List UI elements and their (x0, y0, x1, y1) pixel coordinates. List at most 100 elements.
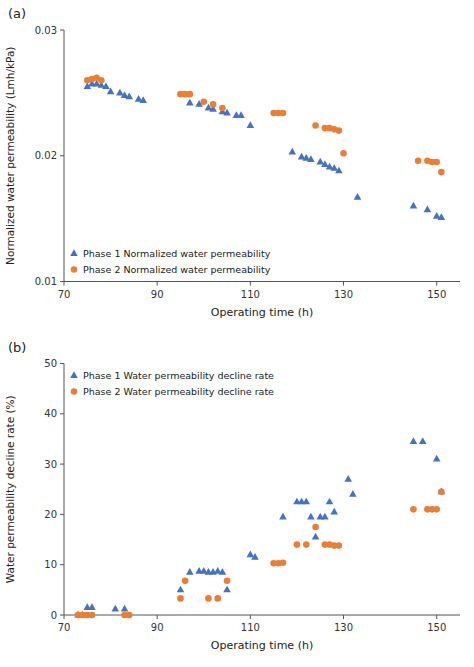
panel-label: (a) (8, 6, 26, 21)
panel: (b)709011013015001020304050Operating tim… (4, 340, 460, 653)
point (326, 498, 334, 505)
point (177, 586, 185, 593)
point (419, 437, 427, 444)
point (219, 105, 226, 112)
y-axis-line (64, 364, 65, 616)
point (182, 577, 189, 584)
point (410, 202, 418, 209)
x-tick (343, 282, 344, 286)
y-tick (60, 464, 64, 465)
point (177, 595, 184, 602)
y-axis-label: Water permeability decline rate (%) (4, 395, 16, 583)
x-tick (343, 615, 344, 619)
point (340, 150, 347, 157)
legend-marker (71, 388, 78, 395)
legend-marker (70, 371, 78, 378)
plot-area (84, 74, 446, 219)
x-tick-label: 70 (58, 622, 71, 633)
point (214, 595, 221, 602)
y-tick-label: 30 (44, 459, 57, 470)
legend-marker (70, 249, 78, 256)
x-tick-label: 110 (241, 622, 260, 633)
x-tick-label: 70 (58, 289, 71, 300)
y-tick-label: 50 (44, 358, 57, 369)
x-tick (157, 615, 158, 619)
point (302, 498, 310, 505)
legend-label: Phase 1 Normalized water permeability (83, 248, 271, 259)
point (88, 603, 96, 610)
point (344, 475, 352, 482)
point (307, 513, 315, 520)
panel-label: (b) (8, 340, 26, 355)
x-tick (250, 615, 251, 619)
point (415, 157, 422, 164)
point (289, 148, 297, 155)
point (223, 586, 231, 593)
point (312, 524, 319, 531)
point (89, 612, 96, 619)
point (139, 96, 147, 103)
point (349, 490, 357, 497)
point (98, 77, 105, 84)
x-tick-label: 130 (334, 622, 353, 633)
point (335, 167, 343, 174)
x-tick-label: 110 (241, 289, 260, 300)
point (330, 164, 338, 171)
point (251, 553, 259, 560)
y-tick-label: 20 (44, 509, 57, 520)
x-tick (64, 282, 65, 286)
y-tick (60, 155, 64, 156)
point (205, 595, 212, 602)
panel: (a)70901101301500.010.020.03Operating ti… (4, 6, 460, 319)
x-tick (436, 615, 437, 619)
point (438, 169, 445, 176)
point (307, 155, 315, 162)
point (186, 568, 194, 575)
point (312, 533, 320, 540)
point (247, 121, 255, 128)
x-tick-label: 150 (427, 622, 446, 633)
point (410, 506, 417, 513)
point (424, 206, 432, 213)
point (219, 568, 227, 575)
y-tick (60, 30, 64, 31)
point (321, 513, 329, 520)
point (433, 455, 441, 462)
series (84, 74, 445, 175)
legend: Phase 1 Normalized water permeabilityPha… (70, 248, 270, 275)
point (121, 605, 129, 612)
x-tick (64, 615, 65, 619)
x-axis-label: Operating time (h) (211, 306, 313, 319)
legend-marker (71, 266, 78, 273)
point (126, 612, 133, 619)
point (102, 82, 110, 89)
y-tick (60, 281, 64, 282)
x-tick-label: 90 (151, 289, 164, 300)
series (75, 488, 445, 618)
point (279, 513, 287, 520)
y-tick-label: 0.01 (35, 276, 57, 287)
point (186, 99, 194, 106)
point (303, 541, 310, 548)
x-tick (436, 282, 437, 286)
series (84, 80, 446, 220)
point (354, 193, 362, 200)
point (111, 605, 119, 612)
point (433, 506, 440, 513)
y-tick (60, 363, 64, 364)
point (280, 559, 287, 566)
y-axis-label: Normalized water permeability (Lmh/kPa) (4, 47, 16, 265)
point (294, 541, 301, 548)
x-tick (157, 282, 158, 286)
point (125, 92, 133, 99)
point (316, 158, 324, 165)
y-tick (60, 615, 64, 616)
point (330, 508, 338, 515)
y-tick (60, 413, 64, 414)
y-tick (60, 564, 64, 565)
figure: (a)70901101301500.010.020.03Operating ti… (0, 0, 474, 667)
legend-label: Phase 2 Water permeability decline rate (83, 386, 274, 397)
x-axis-label: Operating time (h) (211, 639, 313, 652)
y-tick-label: 0.03 (35, 25, 57, 36)
point (321, 160, 329, 167)
